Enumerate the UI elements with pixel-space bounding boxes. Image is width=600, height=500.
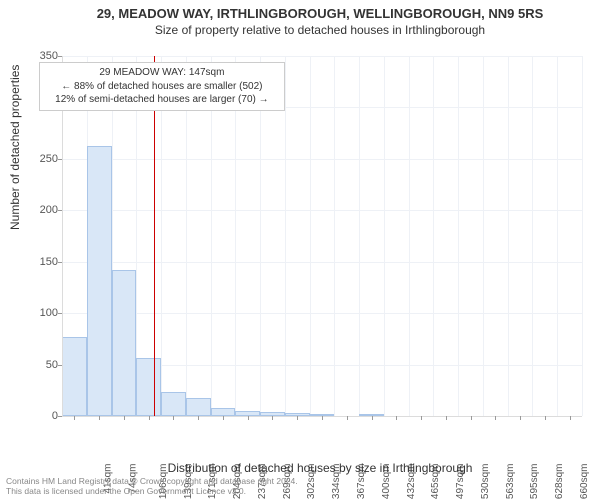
x-tick-mark <box>198 416 199 420</box>
y-tick-label: 350 <box>40 50 58 62</box>
y-tick-label: 200 <box>40 204 58 216</box>
annotation-line-1: 29 MEADOW WAY: 147sqm <box>46 66 278 80</box>
x-tick-mark <box>74 416 75 420</box>
y-tick-mark <box>58 416 62 417</box>
gridline-h <box>62 210 582 211</box>
y-tick-mark <box>58 262 62 263</box>
gridline-h <box>62 56 582 57</box>
footer-line-2: This data is licensed under the Open Gov… <box>6 486 298 497</box>
y-tick-mark <box>58 313 62 314</box>
histogram-bar <box>211 408 236 416</box>
x-tick-mark <box>421 416 422 420</box>
chart-title-1: 29, MEADOW WAY, IRTHLINGBOROUGH, WELLING… <box>0 0 600 21</box>
y-tick-mark <box>58 365 62 366</box>
y-tick-label: 250 <box>40 153 58 165</box>
x-tick-mark <box>396 416 397 420</box>
y-tick-label: 150 <box>40 256 58 268</box>
histogram-bar <box>136 358 161 416</box>
chart-title-2: Size of property relative to detached ho… <box>0 21 600 37</box>
x-tick-mark <box>545 416 546 420</box>
gridline-v <box>557 56 558 416</box>
gridline-h <box>62 313 582 314</box>
gridline-h <box>62 159 582 160</box>
y-tick-mark <box>58 56 62 57</box>
y-tick-label: 50 <box>46 359 58 371</box>
histogram-bar <box>186 398 211 417</box>
gridline-v <box>384 56 385 416</box>
gridline-v <box>285 56 286 416</box>
histogram-bar <box>62 337 87 416</box>
y-tick-label: 100 <box>40 307 58 319</box>
x-tick-mark <box>322 416 323 420</box>
x-tick-mark <box>570 416 571 420</box>
x-tick-mark <box>149 416 150 420</box>
x-tick-mark <box>223 416 224 420</box>
histogram-bar <box>112 270 137 416</box>
annotation-line-2: ← 88% of detached houses are smaller (50… <box>46 80 278 94</box>
x-tick-mark <box>99 416 100 420</box>
x-tick-mark <box>495 416 496 420</box>
gridline-v <box>310 56 311 416</box>
x-tick-mark <box>272 416 273 420</box>
gridline-v <box>409 56 410 416</box>
gridline-v <box>433 56 434 416</box>
gridline-h <box>62 262 582 263</box>
footer-line-1: Contains HM Land Registry data © Crown c… <box>6 476 298 487</box>
x-tick-mark <box>173 416 174 420</box>
y-tick-mark <box>58 210 62 211</box>
histogram-bar <box>161 392 186 416</box>
x-tick-mark <box>347 416 348 420</box>
x-tick-mark <box>520 416 521 420</box>
x-tick-mark <box>471 416 472 420</box>
annotation-line-3: 12% of semi-detached houses are larger (… <box>46 93 278 107</box>
x-tick-mark <box>124 416 125 420</box>
x-tick-mark <box>372 416 373 420</box>
gridline-v <box>532 56 533 416</box>
y-axis-label: Number of detached properties <box>8 65 22 230</box>
histogram-bar <box>87 146 112 417</box>
y-tick-mark <box>58 159 62 160</box>
x-axis-label: Distribution of detached houses by size … <box>0 461 600 475</box>
gridline-v <box>582 56 583 416</box>
annotation-box: 29 MEADOW WAY: 147sqm← 88% of detached h… <box>39 62 285 111</box>
gridline-v <box>483 56 484 416</box>
x-tick-mark <box>297 416 298 420</box>
gridline-v <box>359 56 360 416</box>
x-tick-mark <box>446 416 447 420</box>
gridline-v <box>458 56 459 416</box>
x-tick-mark <box>248 416 249 420</box>
footer-text: Contains HM Land Registry data © Crown c… <box>6 476 298 497</box>
gridline-v <box>334 56 335 416</box>
gridline-v <box>508 56 509 416</box>
